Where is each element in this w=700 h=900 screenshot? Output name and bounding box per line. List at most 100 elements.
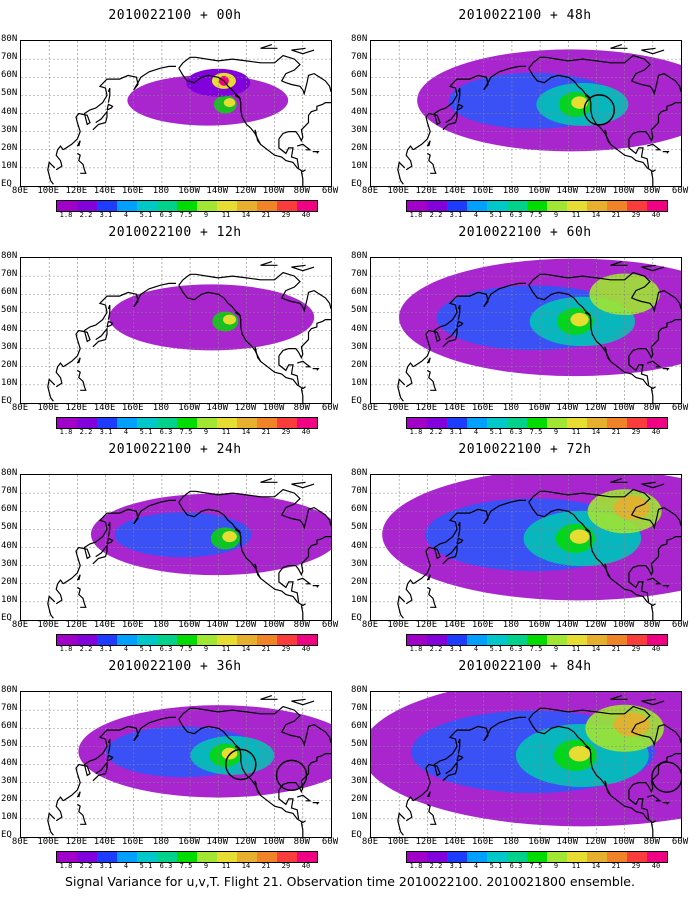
latitude-label: 80N bbox=[351, 251, 368, 261]
latitude-label: 30N bbox=[351, 124, 368, 135]
colorbar-swatch bbox=[427, 852, 447, 862]
longitude-label: 180 bbox=[152, 186, 170, 196]
colorbar-label: 40 bbox=[651, 645, 661, 653]
variance-shading bbox=[570, 312, 589, 327]
coastline bbox=[278, 101, 331, 143]
latitude-label: 20N bbox=[1, 359, 18, 370]
latitude-label: 70N bbox=[1, 486, 18, 497]
coastline bbox=[291, 481, 315, 489]
longitude-label: 160W bbox=[528, 186, 550, 196]
colorbar-label: 7.5 bbox=[529, 862, 543, 870]
longitude-label: 160E bbox=[121, 186, 144, 196]
colorbar-swatch bbox=[447, 418, 467, 428]
map-panel: 2010022100 + 00h 80N 70N 60N 50N 40N 30N 20N 10N… bbox=[0, 0, 350, 220]
panel-title: 2010022100 + 36h bbox=[108, 659, 242, 674]
latitude-label: 50N bbox=[1, 522, 18, 533]
colorbar-label: 5.1 bbox=[489, 428, 503, 436]
variance-shading bbox=[223, 314, 237, 325]
longitude-label: 140E bbox=[443, 837, 466, 847]
colorbar-label: 40 bbox=[301, 862, 311, 870]
colorbar bbox=[56, 417, 318, 429]
coastline bbox=[604, 346, 611, 362]
latitude-label: 30N bbox=[1, 775, 18, 786]
coastline bbox=[178, 501, 306, 607]
colorbar-swatch bbox=[277, 201, 297, 211]
colorbar-labels: 1.8 2.2 3.1 4 5.1 6.3 7.5 9 11 14 21 29 40 bbox=[406, 645, 666, 655]
colorbar-swatch bbox=[117, 852, 137, 862]
latitude-label: 10N bbox=[1, 377, 18, 388]
coastline bbox=[300, 388, 304, 403]
longitude-label: 100E bbox=[37, 403, 60, 413]
map-panel: 2010022100 + 72h 80N 70N 60N 50N 40N 30N 20N 10N… bbox=[350, 434, 700, 654]
panel-title: 2010022100 + 72h bbox=[458, 442, 592, 457]
longitude-label: 120W bbox=[234, 837, 257, 847]
longitude-label: 60W bbox=[671, 186, 689, 196]
longitude-label: 120W bbox=[234, 620, 257, 630]
latitude-label: 40N bbox=[351, 106, 368, 117]
latitude-label: EQ bbox=[351, 179, 362, 189]
colorbar-label: 29 bbox=[281, 862, 291, 870]
longitude-label: 100W bbox=[612, 403, 635, 413]
signal-variance-map bbox=[20, 691, 332, 838]
colorbar-label: 1.8 bbox=[59, 211, 73, 219]
coastline bbox=[426, 574, 431, 581]
longitude-label: 100E bbox=[387, 186, 410, 196]
colorbar-swatch bbox=[547, 201, 567, 211]
colorbar-label: 5.1 bbox=[489, 862, 503, 870]
colorbar-label: 3.1 bbox=[449, 211, 463, 219]
longitude-label: 120E bbox=[65, 186, 88, 196]
colorbar-swatch bbox=[467, 635, 487, 645]
colorbar-swatch bbox=[607, 635, 627, 645]
colorbar-label: 5.1 bbox=[489, 211, 503, 219]
coastline bbox=[647, 143, 662, 151]
colorbar-swatch bbox=[237, 635, 257, 645]
colorbar-swatch bbox=[507, 635, 527, 645]
colorbar-swatch bbox=[507, 852, 527, 862]
coastline bbox=[650, 388, 654, 403]
coastline bbox=[278, 752, 331, 794]
coastline bbox=[650, 171, 654, 186]
map-panel: 2010022100 + 36h 80N 70N 60N 50N 40N 30N 20N 10N… bbox=[0, 651, 350, 871]
colorbar-label: 6.3 bbox=[509, 645, 523, 653]
colorbar-swatch bbox=[257, 852, 277, 862]
latitude-label: 10N bbox=[351, 594, 368, 605]
variance-shading bbox=[223, 98, 236, 108]
colorbar-label: 40 bbox=[651, 428, 661, 436]
longitude-label: 80W bbox=[643, 620, 660, 630]
colorbar-label: 7.5 bbox=[529, 211, 543, 219]
colorbar-swatch bbox=[647, 201, 667, 211]
longitude-label: 140E bbox=[443, 403, 466, 413]
flight-target-circle bbox=[275, 759, 308, 792]
colorbar bbox=[56, 200, 318, 212]
coastline bbox=[604, 563, 611, 579]
colorbar-swatch bbox=[567, 418, 587, 428]
coastline bbox=[412, 716, 526, 802]
colorbar-label: 29 bbox=[281, 428, 291, 436]
longitude-label: 100W bbox=[612, 837, 635, 847]
colorbar-swatch bbox=[427, 418, 447, 428]
latitude-label: 60N bbox=[1, 70, 18, 81]
longitude-label: 100W bbox=[262, 837, 285, 847]
latitude-label: 70N bbox=[1, 703, 18, 714]
longitude-label: 60W bbox=[671, 837, 689, 847]
longitude-label: 80E bbox=[11, 186, 29, 196]
latitude-label: 40N bbox=[351, 757, 368, 768]
longitude-label: 160W bbox=[178, 620, 200, 630]
coastline bbox=[604, 780, 611, 796]
colorbar-label: 7.5 bbox=[529, 428, 543, 436]
latitude-label: 30N bbox=[351, 775, 368, 786]
latitude-label: 50N bbox=[351, 739, 368, 750]
latitude-label: 30N bbox=[1, 341, 18, 352]
colorbar-swatch bbox=[297, 418, 317, 428]
latitude-label: 20N bbox=[1, 576, 18, 587]
coastline bbox=[584, 311, 592, 317]
colorbar-swatch bbox=[627, 635, 647, 645]
longitude-label: 120W bbox=[584, 403, 607, 413]
coastline bbox=[178, 718, 306, 824]
colorbar-swatch bbox=[197, 852, 217, 862]
longitude-label: 120E bbox=[415, 186, 438, 196]
variance-shading bbox=[109, 284, 315, 351]
coastline bbox=[528, 271, 681, 313]
coastline bbox=[47, 812, 56, 836]
coastline bbox=[456, 537, 464, 545]
